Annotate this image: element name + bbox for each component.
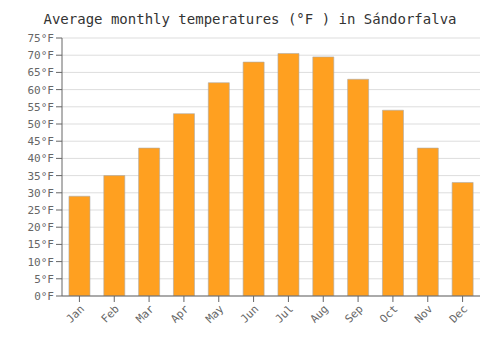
svg-text:35°F: 35°F: [28, 170, 55, 183]
svg-text:50°F: 50°F: [28, 118, 55, 131]
svg-text:Aug: Aug: [308, 302, 331, 325]
svg-text:30°F: 30°F: [28, 187, 55, 200]
svg-text:Nov: Nov: [412, 302, 436, 326]
svg-text:Dec: Dec: [447, 302, 470, 325]
svg-text:65°F: 65°F: [28, 66, 55, 79]
svg-text:45°F: 45°F: [28, 135, 55, 148]
svg-text:60°F: 60°F: [28, 84, 55, 97]
svg-text:15°F: 15°F: [28, 238, 55, 251]
svg-text:Apr: Apr: [168, 302, 192, 326]
svg-text:70°F: 70°F: [28, 49, 55, 62]
svg-text:25°F: 25°F: [28, 204, 55, 217]
svg-text:Feb: Feb: [99, 302, 122, 325]
svg-text:40°F: 40°F: [28, 152, 55, 165]
svg-text:5°F: 5°F: [34, 273, 54, 286]
svg-text:75°F: 75°F: [28, 32, 55, 45]
svg-text:Jan: Jan: [64, 302, 87, 325]
svg-text:20°F: 20°F: [28, 221, 55, 234]
html-text:Average monthly temperatures (: Average monthly temperatures (°F ) in Sá…: [43, 11, 457, 27]
svg-text:10°F: 10°F: [28, 256, 55, 269]
svg-text:Jun: Jun: [238, 302, 261, 325]
svg-text:Mar: Mar: [133, 302, 157, 326]
svg-text:0°F: 0°F: [34, 290, 54, 303]
svg-text:Oct: Oct: [377, 302, 400, 325]
svg-text:Sep: Sep: [342, 302, 365, 325]
svg-text:55°F: 55°F: [28, 101, 55, 114]
svg-text:May: May: [203, 302, 227, 326]
svg-text:Jul: Jul: [273, 302, 296, 325]
